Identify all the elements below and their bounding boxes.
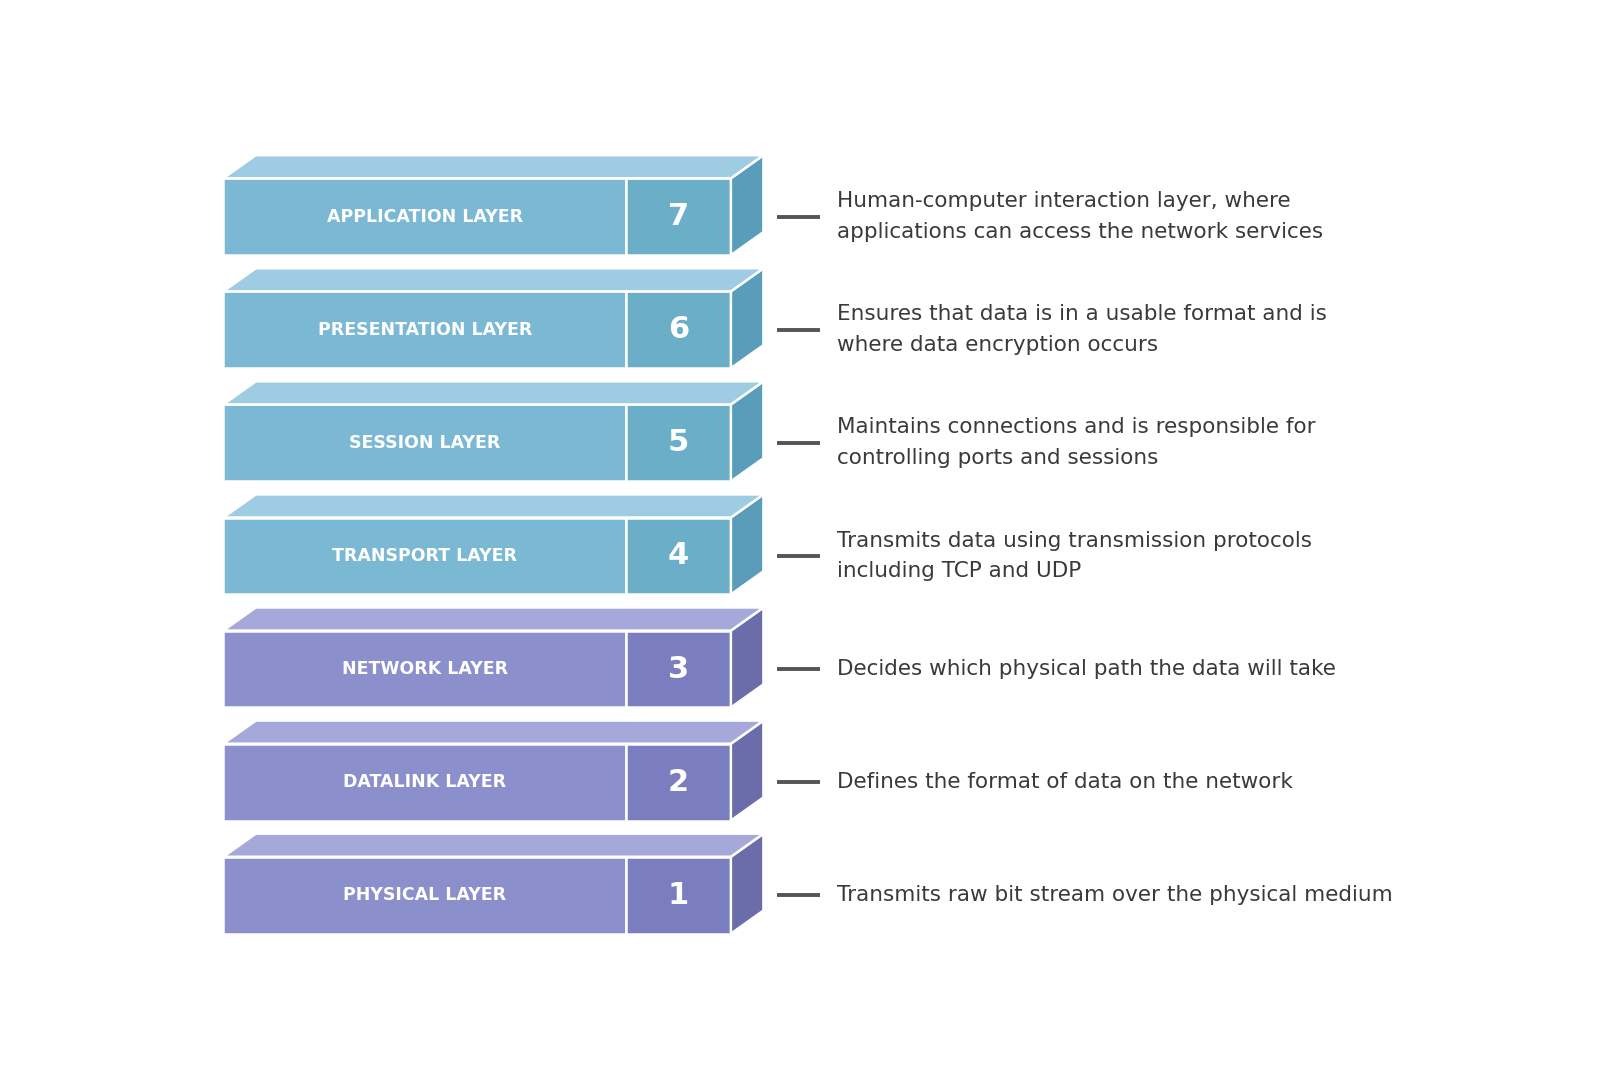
Polygon shape (626, 744, 731, 820)
Polygon shape (626, 631, 731, 707)
Text: APPLICATION LAYER: APPLICATION LAYER (326, 207, 523, 226)
Text: 3: 3 (669, 655, 690, 684)
Polygon shape (224, 834, 763, 856)
Polygon shape (731, 382, 763, 481)
Text: including TCP and UDP: including TCP and UDP (837, 562, 1082, 582)
Polygon shape (224, 517, 626, 595)
Polygon shape (224, 494, 763, 517)
Text: Transmits data using transmission protocols: Transmits data using transmission protoc… (837, 530, 1312, 551)
Polygon shape (731, 268, 763, 369)
Polygon shape (626, 517, 731, 595)
Text: DATALINK LAYER: DATALINK LAYER (342, 774, 506, 791)
Text: 4: 4 (667, 541, 690, 571)
Polygon shape (626, 291, 731, 369)
Text: 7: 7 (669, 202, 690, 231)
Text: Maintains connections and is responsible for: Maintains connections and is responsible… (837, 418, 1315, 437)
Polygon shape (224, 382, 763, 405)
Polygon shape (224, 720, 763, 744)
Polygon shape (731, 155, 763, 255)
Text: 5: 5 (667, 429, 690, 457)
Polygon shape (731, 494, 763, 595)
Text: PRESENTATION LAYER: PRESENTATION LAYER (317, 321, 531, 339)
Polygon shape (224, 155, 763, 178)
Text: applications can access the network services: applications can access the network serv… (837, 223, 1323, 242)
Polygon shape (731, 608, 763, 707)
Polygon shape (626, 856, 731, 934)
Polygon shape (224, 744, 626, 820)
Text: SESSION LAYER: SESSION LAYER (349, 434, 501, 452)
Text: NETWORK LAYER: NETWORK LAYER (342, 660, 507, 678)
Text: PHYSICAL LAYER: PHYSICAL LAYER (342, 886, 506, 904)
Text: Decides which physical path the data will take: Decides which physical path the data wil… (837, 659, 1336, 679)
Polygon shape (224, 268, 763, 291)
Polygon shape (731, 720, 763, 820)
Polygon shape (224, 608, 763, 631)
Polygon shape (731, 834, 763, 934)
Text: 1: 1 (667, 880, 690, 910)
Polygon shape (224, 178, 626, 255)
Text: TRANSPORT LAYER: TRANSPORT LAYER (333, 547, 517, 565)
Polygon shape (224, 856, 626, 934)
Text: 2: 2 (669, 768, 690, 796)
Polygon shape (626, 405, 731, 481)
Text: controlling ports and sessions: controlling ports and sessions (837, 448, 1158, 468)
Polygon shape (224, 291, 626, 369)
Text: Defines the format of data on the network: Defines the format of data on the networ… (837, 772, 1293, 792)
Text: Transmits raw bit stream over the physical medium: Transmits raw bit stream over the physic… (837, 885, 1392, 906)
Polygon shape (224, 405, 626, 481)
Polygon shape (224, 631, 626, 707)
Polygon shape (626, 178, 731, 255)
Text: where data encryption occurs: where data encryption occurs (837, 335, 1158, 356)
Text: Human-computer interaction layer, where: Human-computer interaction layer, where (837, 191, 1291, 212)
Text: Ensures that data is in a usable format and is: Ensures that data is in a usable format … (837, 304, 1326, 324)
Text: 6: 6 (667, 315, 690, 345)
